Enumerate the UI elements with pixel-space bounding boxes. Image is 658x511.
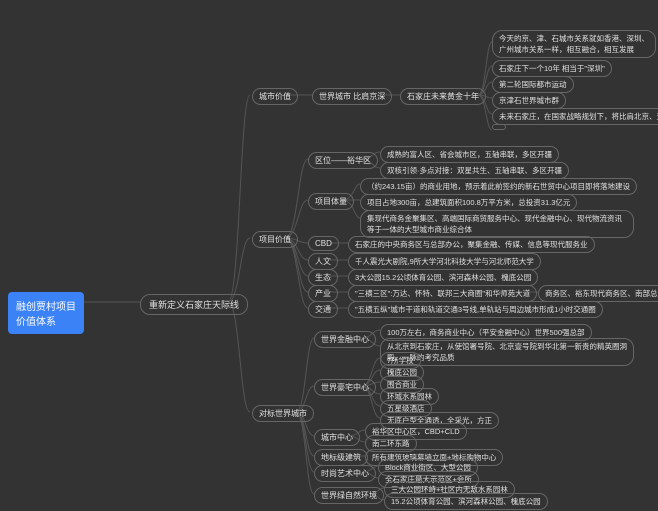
l2-world[interactable]: 对标世界城市 bbox=[252, 405, 314, 422]
p-eco-1: 3大公园15.2公顷体育公园、滨河森林公园、槐底公园 bbox=[348, 269, 538, 286]
p-size-2: 项目占地300亩，总建筑面积100.8万平方米，总投资31.3亿元 bbox=[360, 194, 577, 211]
p-size-1: （约243.15亩）的商业用地，预示着此前签约的新石世贸中心项目即将落地建设 bbox=[360, 178, 637, 195]
p-size-3: 集现代商务金聚集区、高端国际商贸服务中心、现代金融中心、现代物流资讯等于一体的大… bbox=[360, 210, 634, 238]
p-ind-1: "三横三区":万达、怀特、联邦三大商圈"和华师苑大道 bbox=[348, 285, 537, 302]
p-ind-2: 商务区、裕东现代商务区、南部总部科创高新产业园区 bbox=[538, 285, 658, 302]
p-loc-2: 双核引领·多点对接：双星共生、五轴串联、多区开疆 bbox=[380, 162, 569, 179]
p-ind[interactable]: 产业 bbox=[308, 285, 338, 302]
city-l1: 今天的京、津、石城市关系就如香港、深圳、广州城市关系一样，相互融合，相互发展 bbox=[492, 30, 656, 58]
city-l5: 未来石家庄，在国家战略规划下，将比肩北京、天津一线城市水平 bbox=[492, 108, 658, 125]
w-art[interactable]: 时尚艺术中心 bbox=[314, 465, 376, 482]
p-size[interactable]: 项目体量 bbox=[308, 193, 354, 210]
p-eco[interactable]: 生态 bbox=[308, 269, 338, 286]
p-loc[interactable]: 区位——裕华区 bbox=[308, 152, 378, 169]
w-fin[interactable]: 世界金融中心 bbox=[314, 331, 376, 348]
p-tra-1: "五横五纵"城市干道和轨道交通3号线,单轨站与周边城市形成1小时交通圈 bbox=[348, 301, 603, 318]
l1-redefine[interactable]: 重新定义石家庄天际线 bbox=[140, 294, 248, 315]
p-tra[interactable]: 交通 bbox=[308, 301, 338, 318]
city-l4: 京津石世界城市群 bbox=[492, 92, 566, 109]
p-hum[interactable]: 人文 bbox=[308, 253, 338, 270]
city-golden10[interactable]: 石家庄未来黄金十年 bbox=[400, 88, 486, 105]
p-loc-1: 成熟的富人区、省会城市区，五轴串联，多区开疆 bbox=[380, 146, 559, 163]
w-cc[interactable]: 城市中心 bbox=[314, 429, 360, 446]
root-node[interactable]: 融创贾村项目价值体系 bbox=[8, 292, 84, 334]
city-l3: 第二轮国际都市运动 bbox=[492, 76, 574, 93]
city-l2: 石家庄下一个10年 相当于"深圳" bbox=[492, 60, 612, 77]
p-cbd[interactable]: CBD bbox=[308, 236, 339, 251]
w-env-2: 15.2公顷体育公园、滨河森林公园、槐底公园 bbox=[384, 493, 548, 510]
l2-city[interactable]: 城市价值 bbox=[252, 88, 298, 105]
p-cbd-1: 石家庄的中央商务区与总部办公，聚集金融、传媒、信息等现代服务业 bbox=[348, 236, 595, 253]
l2-project[interactable]: 项目价值 bbox=[252, 231, 298, 248]
w-env[interactable]: 世界绿自然环境 bbox=[314, 487, 384, 504]
city-compare[interactable]: 世界城市 比肩京深 bbox=[312, 88, 392, 105]
city-l6 bbox=[492, 124, 506, 130]
w-lux[interactable]: 世界豪宅中心 bbox=[314, 379, 376, 396]
mindmap: 融创贾村项目价值体系 重新定义石家庄天际线 城市价值 世界城市 比肩京深 石家庄… bbox=[0, 0, 658, 511]
w-lm[interactable]: 地标级建筑 bbox=[314, 449, 368, 466]
p-hum-1: 千人震光大剧院,9所大学河北科技大学与河北师范大学 bbox=[348, 253, 541, 270]
